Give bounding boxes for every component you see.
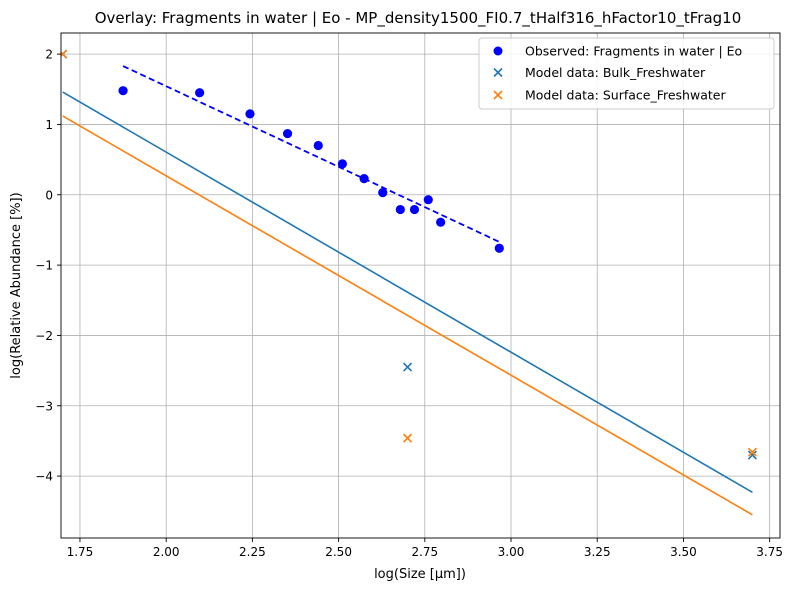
y-tick-label: −2 <box>35 329 53 343</box>
surface-point <box>403 433 413 443</box>
observed-fit-line <box>122 65 500 243</box>
x-tick-label: 2.00 <box>153 545 180 559</box>
observed-point <box>423 195 433 205</box>
observed-point <box>378 188 388 198</box>
legend-label-bulk: Model data: Bulk_Freshwater <box>525 65 706 80</box>
x-tick-label: 2.50 <box>325 545 352 559</box>
observed-point <box>245 109 255 119</box>
y-tick-label: 1 <box>45 118 53 132</box>
ticks: 1.75 2.00 2.25 2.50 2.75 3.00 3.25 3.50 3.75 2 1 0 −… <box>35 48 783 559</box>
y-tick-label: 0 <box>45 188 53 202</box>
observed-point <box>195 88 205 98</box>
bulk-fit-line <box>62 91 753 493</box>
observed-point <box>359 173 369 184</box>
y-tick-label: −3 <box>35 399 53 413</box>
legend: Observed: Fragments in water | Eo Model … <box>478 37 775 110</box>
plot-frame <box>60 32 781 539</box>
surface-point <box>747 447 757 457</box>
legend-marker-observed <box>493 46 503 56</box>
x-tick-label: 1.75 <box>67 545 94 559</box>
observed-point <box>409 204 420 215</box>
observed-point <box>337 159 347 169</box>
observed-point <box>313 140 323 151</box>
surface-point <box>61 49 68 59</box>
surface-fit-line <box>62 115 753 516</box>
bulk-point <box>747 450 757 460</box>
observed-point <box>118 86 128 96</box>
chart-title: Overlay: Fragments in water | Eo - MP_de… <box>95 9 742 28</box>
x-tick-label: 3.75 <box>756 545 783 559</box>
x-tick-label: 2.75 <box>411 545 438 559</box>
bulk-point <box>403 362 413 372</box>
series-layer <box>61 49 757 516</box>
y-tick-label: −1 <box>35 259 53 273</box>
observed-point <box>395 204 405 215</box>
observed-point <box>436 217 446 227</box>
y-tick-label: 2 <box>45 48 53 62</box>
x-tick-label: 3.00 <box>498 545 525 559</box>
legend-marker-surface <box>493 90 503 100</box>
legend-label-observed: Observed: Fragments in water | Eo <box>525 44 742 59</box>
observed-point <box>282 128 293 139</box>
x-tick-label: 3.25 <box>584 545 611 559</box>
y-axis-label: log(Relative Abundance [%]) <box>9 192 24 378</box>
observed-point <box>494 243 504 253</box>
y-tick-label: −4 <box>35 470 53 484</box>
x-axis-label: log(Size [µm]) <box>374 567 466 582</box>
x-tick-label: 3.50 <box>670 545 697 559</box>
legend-marker-bulk <box>493 67 503 78</box>
legend-label-surface: Model data: Surface_Freshwater <box>525 88 726 103</box>
legend-box <box>478 37 775 110</box>
x-tick-label: 2.25 <box>239 545 266 559</box>
